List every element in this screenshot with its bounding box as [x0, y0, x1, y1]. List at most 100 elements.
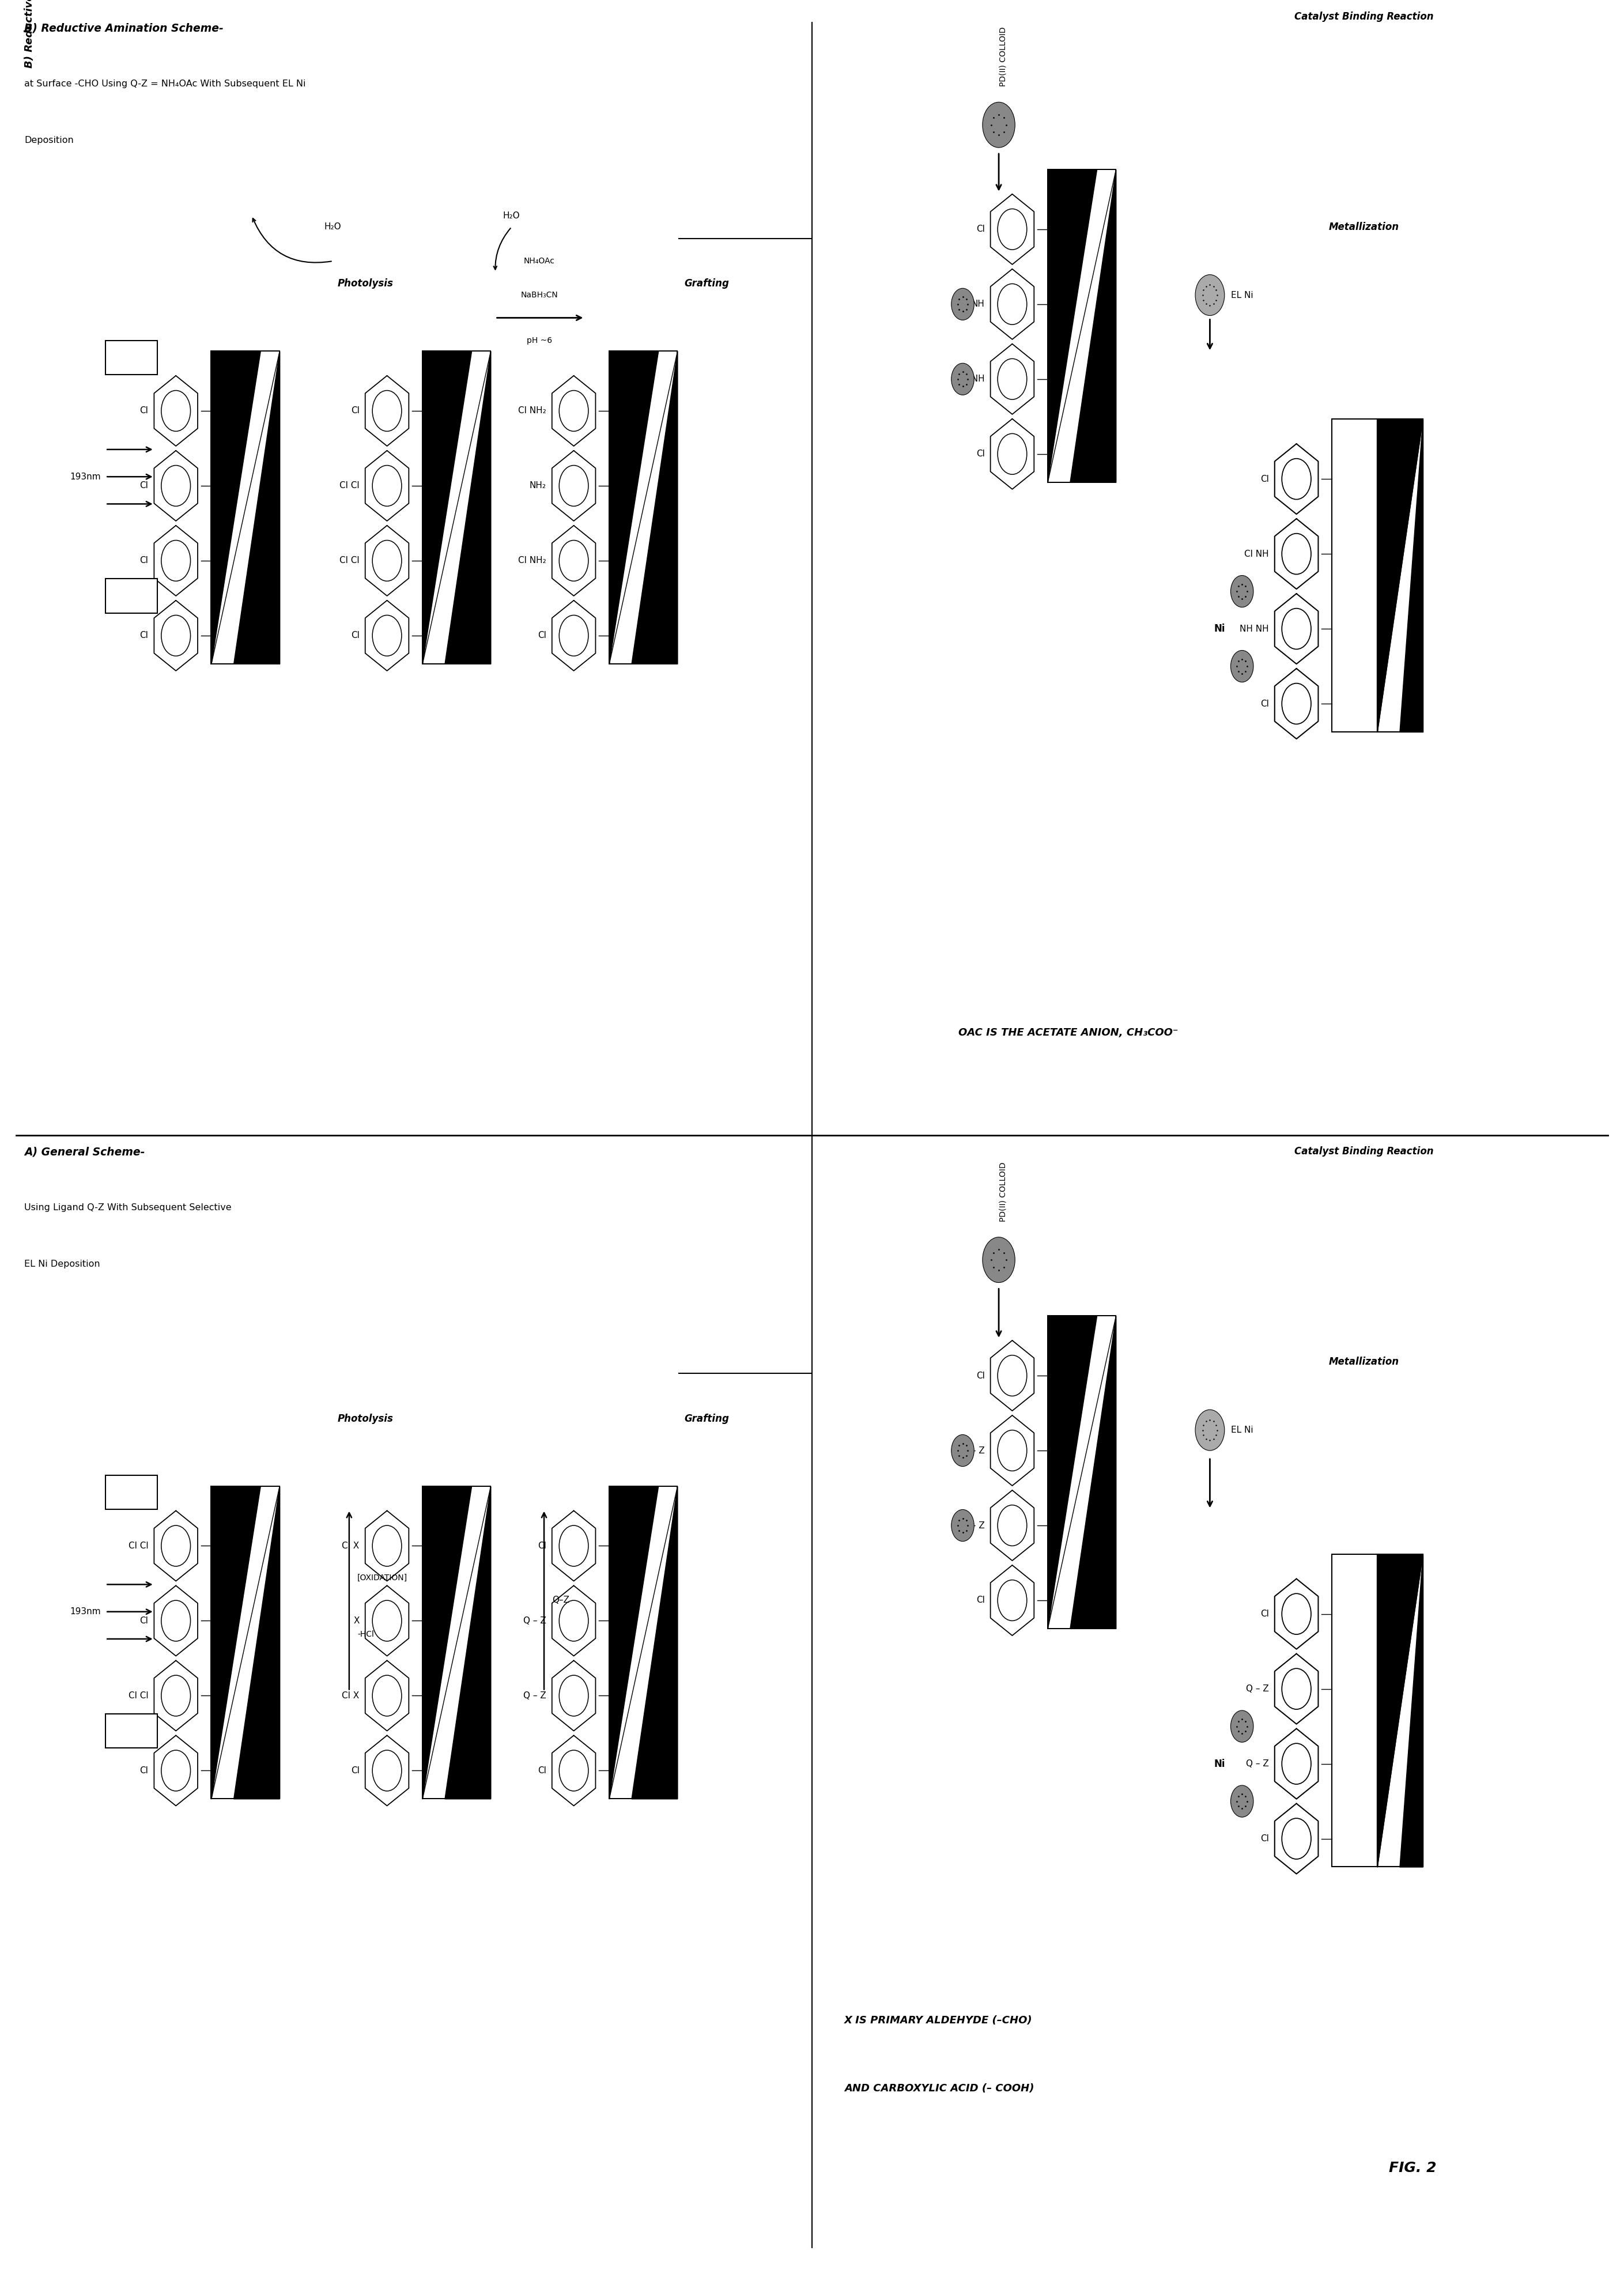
Text: Q – Z: Q – Z [523, 1616, 546, 1625]
Text: Cl X: Cl X [343, 1541, 359, 1550]
Circle shape [952, 1435, 974, 1466]
Text: Q – Z: Q – Z [1246, 1759, 1268, 1768]
Text: Cl: Cl [140, 1616, 148, 1625]
Text: Cl: Cl [976, 1596, 984, 1605]
Text: Cl: Cl [351, 631, 359, 640]
Text: EL Ni: EL Ni [1231, 291, 1254, 300]
Text: Q–Z: Q–Z [552, 1596, 570, 1605]
Text: X IS PRIMARY ALDEHYDE (–CHO): X IS PRIMARY ALDEHYDE (–CHO) [844, 2016, 1033, 2025]
Circle shape [983, 1237, 1015, 1283]
Text: Cl: Cl [1260, 699, 1268, 708]
Text: Catalyst Binding Reaction: Catalyst Binding Reaction [1294, 11, 1434, 23]
Text: OAC IS THE ACETATE ANION, CH₃COO⁻: OAC IS THE ACETATE ANION, CH₃COO⁻ [958, 1028, 1177, 1037]
Text: B) Reductive Amination Scheme-: B) Reductive Amination Scheme- [24, 0, 34, 68]
Bar [1377, 420, 1423, 731]
Bar [609, 352, 677, 663]
Text: Cl: Cl [1260, 1609, 1268, 1619]
Text: Cl: Cl [1260, 1834, 1268, 1843]
Bar [422, 1487, 490, 1798]
Text: Cl: Cl [538, 1766, 546, 1775]
Text: NH: NH [971, 300, 984, 309]
Bar [609, 352, 677, 663]
Text: Cl Cl: Cl Cl [339, 481, 359, 490]
Bar [609, 1487, 677, 1798]
Text: at Surface -CHO Using Q-Z = NH₄OAc With Subsequent EL Ni: at Surface -CHO Using Q-Z = NH₄OAc With … [24, 79, 305, 89]
Bar [211, 352, 279, 663]
Bar [1332, 420, 1377, 731]
Text: EL Ni Deposition: EL Ni Deposition [24, 1260, 101, 1269]
Text: Cl: Cl [140, 406, 148, 415]
Text: Cl: Cl [976, 225, 984, 234]
Text: PD(II) COLLOID: PD(II) COLLOID [999, 1162, 1007, 1221]
Text: Cl Cl: Cl Cl [128, 1691, 148, 1700]
Bar [1332, 1555, 1377, 1866]
Text: Grafting: Grafting [684, 1414, 729, 1423]
Text: Cl: Cl [976, 1371, 984, 1380]
Bar [1047, 1317, 1116, 1628]
Bar [609, 1487, 677, 1798]
Text: Q – Z: Q – Z [523, 1691, 546, 1700]
Circle shape [952, 288, 974, 320]
Text: FIG. 2: FIG. 2 [1389, 2161, 1437, 2175]
Text: Cl NH: Cl NH [1244, 549, 1268, 558]
Bar [1377, 1555, 1423, 1866]
Circle shape [1195, 275, 1224, 316]
Text: B) Reductive Amination Scheme-: B) Reductive Amination Scheme- [24, 23, 224, 34]
Text: Cl: Cl [351, 1766, 359, 1775]
Text: Cl: Cl [976, 449, 984, 459]
Circle shape [952, 363, 974, 395]
Bar [211, 1487, 279, 1798]
Text: Cl: Cl [140, 481, 148, 490]
Bar [422, 352, 490, 663]
Text: Catalyst Binding Reaction: Catalyst Binding Reaction [1294, 1146, 1434, 1158]
Text: Cl: Cl [351, 406, 359, 415]
Text: Photolysis: Photolysis [338, 1414, 393, 1423]
Text: Cl: Cl [538, 1541, 546, 1550]
Bar [1047, 170, 1116, 481]
Text: pH ~6: pH ~6 [526, 336, 552, 345]
Text: Cl: Cl [140, 556, 148, 565]
Text: Cl Cl: Cl Cl [339, 556, 359, 565]
Circle shape [983, 102, 1015, 148]
Text: Ni: Ni [1213, 1759, 1224, 1768]
Text: Deposition: Deposition [24, 136, 73, 145]
Text: NH₂: NH₂ [529, 481, 546, 490]
Text: Using Ligand Q-Z With Subsequent Selective: Using Ligand Q-Z With Subsequent Selecti… [24, 1203, 232, 1212]
Text: A) General Scheme-: A) General Scheme- [24, 1146, 145, 1158]
Bar [422, 352, 490, 663]
Text: NaBH₃CN: NaBH₃CN [521, 291, 557, 300]
Text: NH NH: NH NH [955, 375, 984, 384]
Text: Cl: Cl [140, 631, 148, 640]
Text: PD(II) COLLOID: PD(II) COLLOID [999, 27, 1007, 86]
Text: [OXIDATION]: [OXIDATION] [357, 1573, 408, 1582]
Bar [211, 1487, 279, 1798]
Circle shape [1231, 574, 1254, 606]
Text: 193nm: 193nm [70, 472, 101, 481]
Text: Photolysis: Photolysis [338, 279, 393, 288]
Bar [1377, 420, 1423, 731]
Bar [211, 352, 279, 663]
Text: Cl: Cl [538, 631, 546, 640]
Text: Metallization: Metallization [1328, 1357, 1400, 1367]
Text: Grafting: Grafting [684, 279, 729, 288]
Text: H₂O: H₂O [325, 222, 341, 232]
Text: -HCl: -HCl [357, 1630, 374, 1639]
Circle shape [952, 1510, 974, 1541]
Text: Q – Z: Q – Z [961, 1521, 984, 1530]
Text: Q – Z: Q – Z [1246, 1684, 1268, 1693]
Text: Cl X: Cl X [343, 1691, 359, 1700]
Bar [422, 1487, 490, 1798]
Text: AND CARBOXYLIC ACID (– COOH): AND CARBOXYLIC ACID (– COOH) [844, 2084, 1034, 2093]
Text: Cl: Cl [1260, 474, 1268, 484]
Text: 193nm: 193nm [70, 1607, 101, 1616]
Bar [106, 340, 158, 375]
Text: Cl Cl: Cl Cl [128, 1541, 148, 1550]
Text: X: X [354, 1616, 359, 1625]
Text: Cl: Cl [140, 1766, 148, 1775]
Text: H₂O: H₂O [503, 211, 520, 220]
Bar [1047, 1317, 1116, 1628]
Circle shape [1195, 1410, 1224, 1451]
Bar [106, 1476, 158, 1510]
Circle shape [1231, 1712, 1254, 1743]
Bar [106, 579, 158, 613]
